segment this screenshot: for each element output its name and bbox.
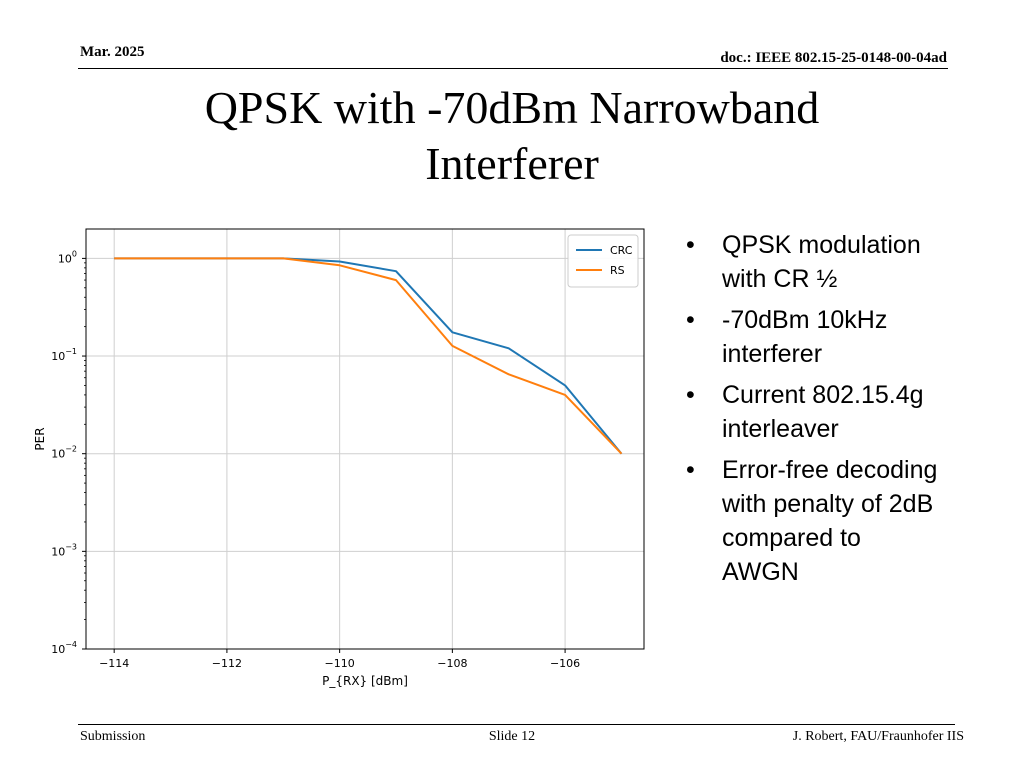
bullet-text-line: QPSK modulation <box>722 231 921 259</box>
chart-series <box>114 257 623 455</box>
y-tick-base: 10 <box>58 252 72 265</box>
y-tick-label: 10−3 <box>51 542 77 558</box>
bullet-item: • Error-free decoding with penalty of 2dB c… <box>684 453 984 589</box>
bullet-marker: • <box>686 456 695 484</box>
y-tick-exponent: −3 <box>65 542 77 551</box>
x-tick-label: −114 <box>99 657 129 670</box>
bullet-marker: • <box>686 306 695 334</box>
y-tick-exponent: −4 <box>65 640 77 649</box>
chart-axes: −114 −112 −110 −108 −10610010−110−210−310−4P… <box>33 228 645 688</box>
x-tick-label: −108 <box>437 657 467 670</box>
header-date: Mar. 2025 <box>80 44 145 60</box>
per-chart-svg: −114 −112 −110 −108 −10610010−110−210−310−4P… <box>28 218 660 698</box>
bullet-marker: • <box>686 381 695 409</box>
bullet-text-line: interleaver <box>722 415 839 443</box>
plot-frame <box>85 228 645 650</box>
x-tick-label: −112 <box>212 657 242 670</box>
y-tick-base: 10 <box>51 545 65 558</box>
footer-submission: Submission <box>80 729 146 744</box>
bullet-text-line: AWGN <box>722 558 799 586</box>
y-tick-exponent: 0 <box>72 249 77 258</box>
bullet-list: • QPSK modulation with CR ½ • -70dBm 10kHz in… <box>684 228 984 596</box>
bullet-text-line: Current 802.15.4g <box>722 381 924 409</box>
footer-author: J. Robert, FAU/Fraunhofer IIS <box>792 729 964 744</box>
legend-label-rs: RS <box>610 264 625 277</box>
header-divider <box>78 68 948 69</box>
legend-label-crc: CRC <box>610 244 633 257</box>
y-tick-base: 10 <box>51 643 65 656</box>
bullet-text-line: with CR ½ <box>722 265 838 293</box>
bullet-text-line: interferer <box>722 340 823 368</box>
legend-box <box>567 234 639 288</box>
footer-divider <box>78 724 955 725</box>
slide-title: QPSK with -70dBm Narrowband Interferer <box>0 80 1024 192</box>
bullet-text-line: Error-free decoding <box>722 456 938 484</box>
bullet-text-line: with penalty of 2dB <box>722 490 934 518</box>
y-tick-label: 10−1 <box>51 347 77 363</box>
bullet-text-line: compared to <box>722 524 861 552</box>
y-tick-label: 10−2 <box>51 445 77 461</box>
chart-legend: CRC RS <box>567 234 639 288</box>
y-axis-label: PER <box>33 427 47 450</box>
bullet-item: • Current 802.15.4g interleaver <box>684 378 984 446</box>
per-chart: −114 −112 −110 −108 −106 100 10−1 10−2 10−3 10−4 P… <box>28 218 660 698</box>
y-tick-label: 10−4 <box>51 640 77 656</box>
chart-background <box>28 218 660 698</box>
bullet-item: • -70dBm 10kHz interferer <box>684 303 984 371</box>
x-tick-label: −106 <box>550 657 580 670</box>
header-document-id: doc.: IEEE 802.15-25-0148-00-04ad <box>720 50 947 66</box>
series-line-rs <box>114 257 623 455</box>
y-tick-exponent: −1 <box>65 347 77 356</box>
footer-slide-number: Slide 12 <box>488 729 536 744</box>
bullet-item: • QPSK modulation with CR ½ <box>684 228 984 296</box>
y-tick-exponent: −2 <box>65 445 77 454</box>
x-axis-label: P_{RX} [dBm] <box>322 674 408 688</box>
slide-title-line-1: QPSK with -70dBm Narrowband <box>204 82 820 133</box>
slide-title-line-2: Interferer <box>425 138 599 189</box>
y-tick-base: 10 <box>51 350 65 363</box>
bullet-marker: • <box>686 231 695 259</box>
bullet-text-line: -70dBm 10kHz <box>722 306 888 334</box>
y-tick-base: 10 <box>51 448 65 461</box>
y-tick-label: 100 <box>58 249 77 265</box>
x-tick-label: −110 <box>325 657 355 670</box>
